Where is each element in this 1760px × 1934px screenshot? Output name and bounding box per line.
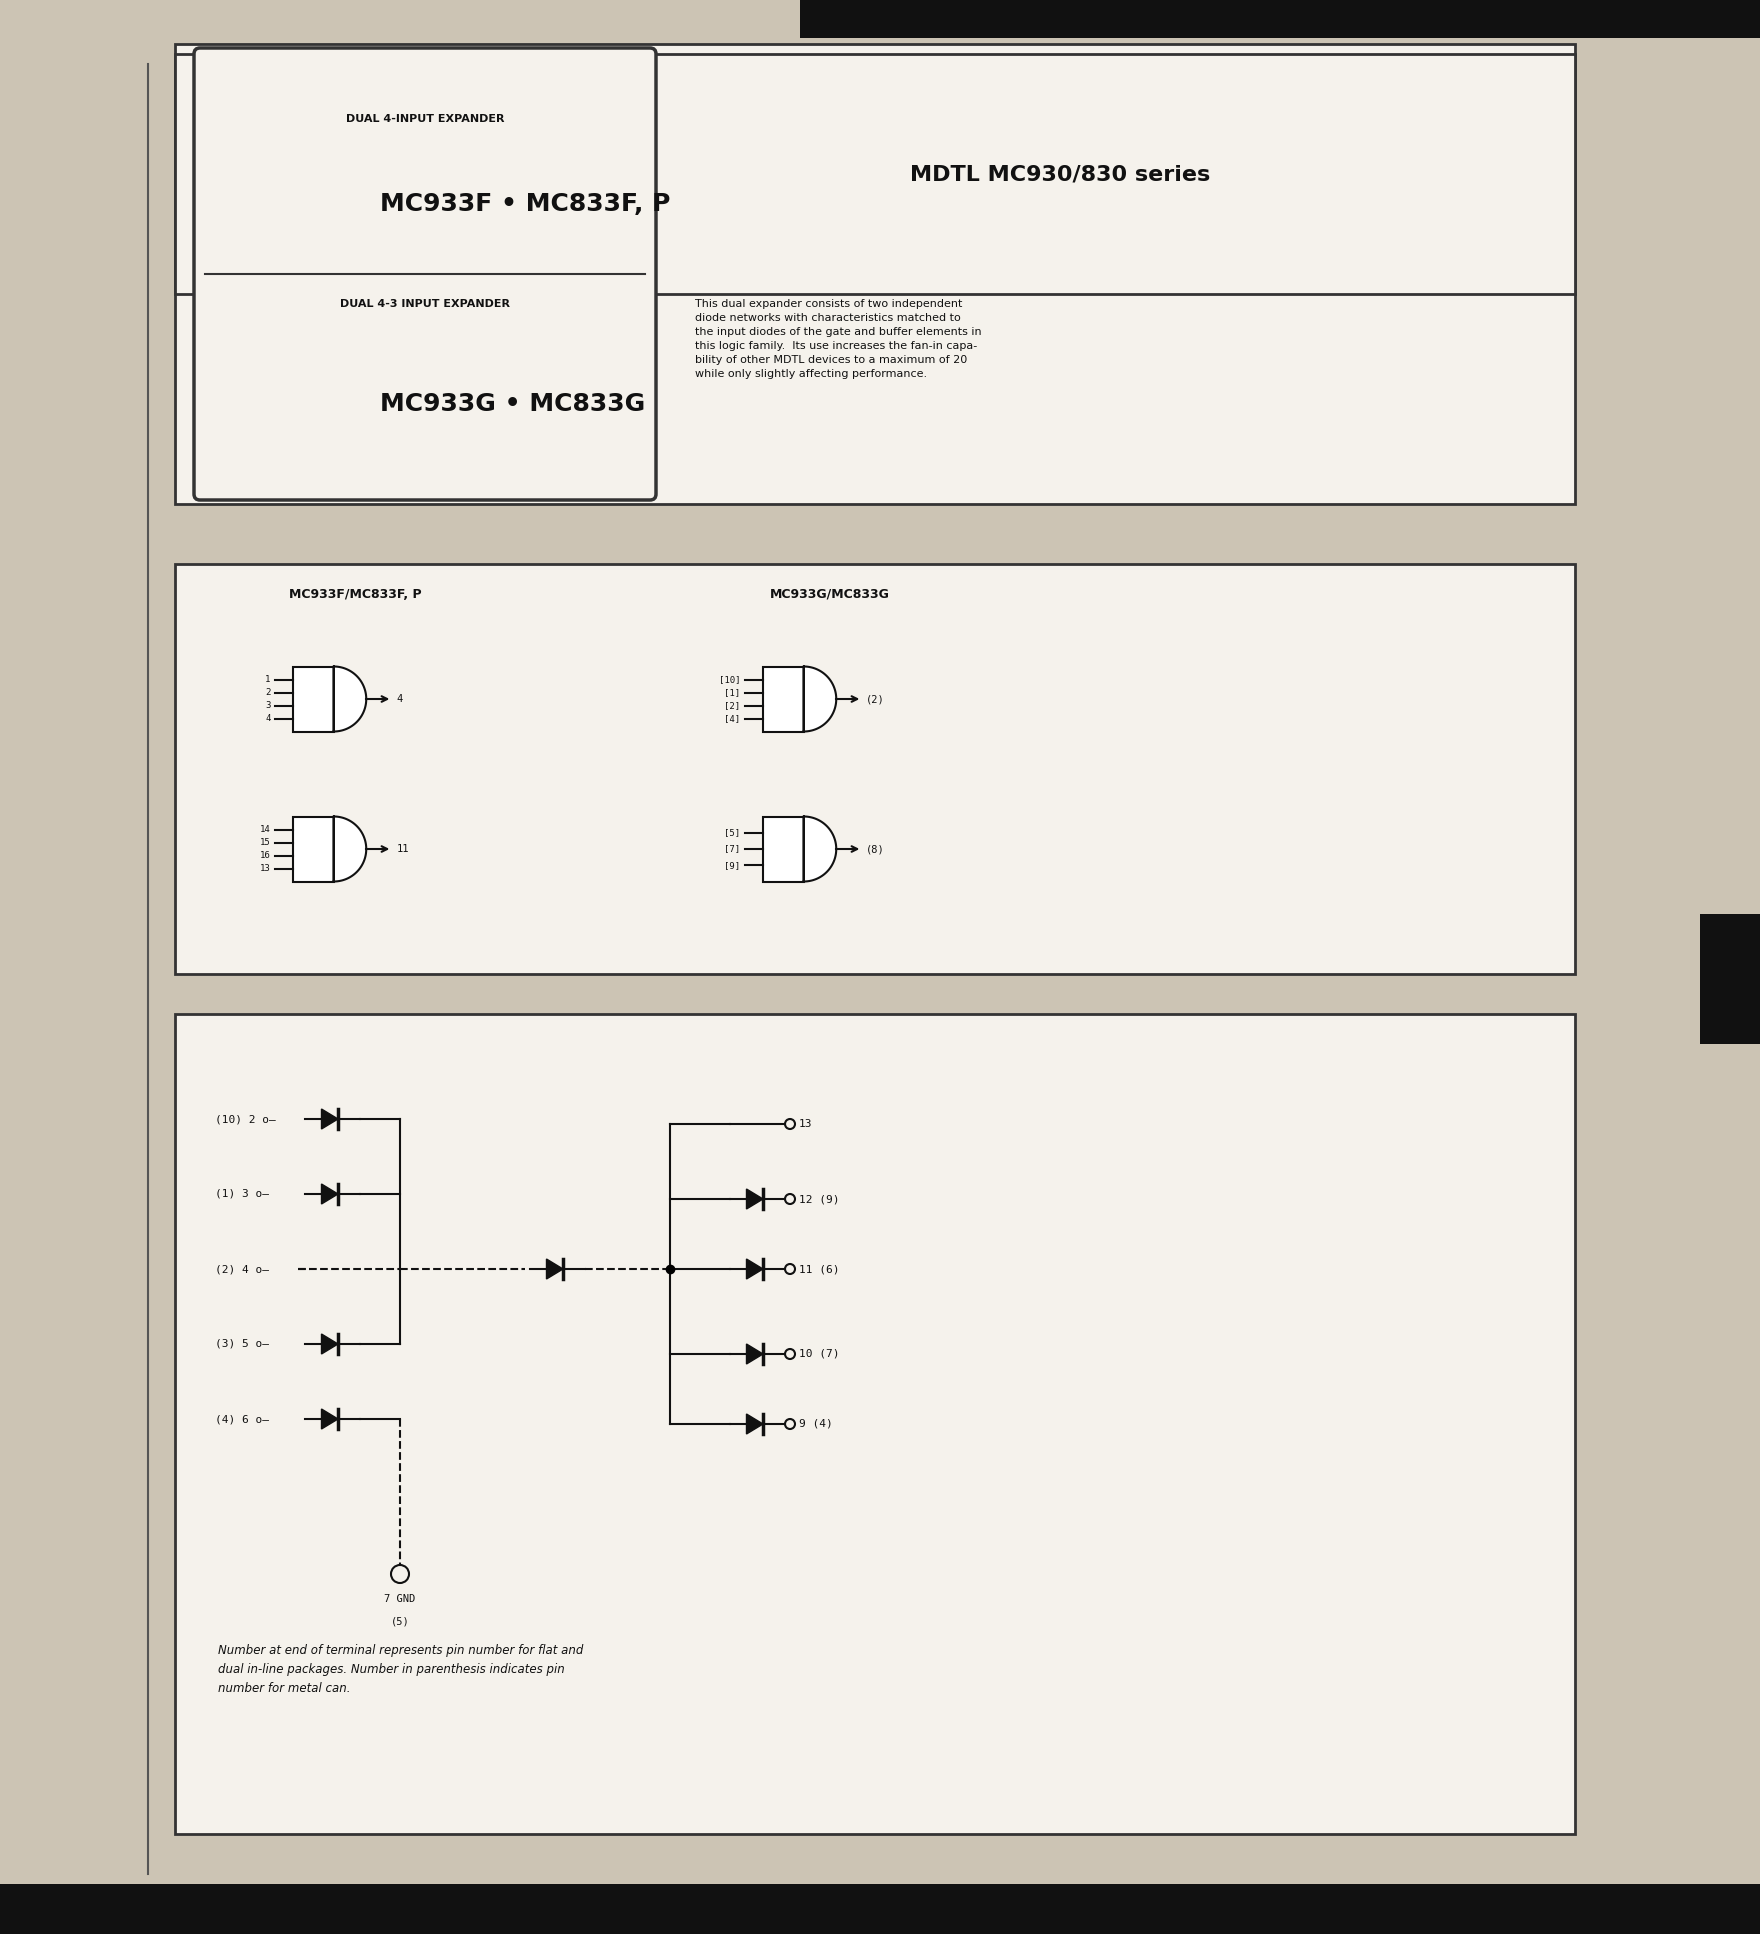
Text: 11 (6): 11 (6) xyxy=(799,1265,840,1275)
Polygon shape xyxy=(322,1108,338,1129)
Bar xyxy=(0,1884,1760,1934)
FancyBboxPatch shape xyxy=(194,48,656,501)
Text: MC933G/MC833G: MC933G/MC833G xyxy=(771,588,891,600)
Text: 11: 11 xyxy=(396,843,408,855)
Bar xyxy=(292,816,334,882)
Text: 9 (4): 9 (4) xyxy=(799,1420,832,1429)
Text: 4: 4 xyxy=(396,694,403,704)
Bar xyxy=(174,1013,1575,1833)
Text: 1: 1 xyxy=(266,675,271,685)
Text: MDTL MC930/830 series: MDTL MC930/830 series xyxy=(910,164,1211,184)
Polygon shape xyxy=(804,816,836,882)
Text: [1]: [1] xyxy=(725,689,741,696)
Bar xyxy=(801,0,1760,39)
Bar xyxy=(174,44,1575,505)
Text: MC933F • MC833F, P: MC933F • MC833F, P xyxy=(380,191,671,217)
Bar xyxy=(174,565,1575,975)
Text: [10]: [10] xyxy=(720,675,741,685)
Polygon shape xyxy=(334,667,366,731)
Text: [5]: [5] xyxy=(725,828,741,837)
Text: (8): (8) xyxy=(866,843,885,855)
Text: 4: 4 xyxy=(266,714,271,723)
Text: (10) 2 o—: (10) 2 o— xyxy=(215,1114,276,1124)
Text: MC933F/MC833F, P: MC933F/MC833F, P xyxy=(289,588,421,600)
Text: (3) 5 o—: (3) 5 o— xyxy=(215,1338,269,1350)
Text: DUAL 4-INPUT EXPANDER: DUAL 4-INPUT EXPANDER xyxy=(345,114,505,124)
Polygon shape xyxy=(746,1344,764,1363)
Text: [2]: [2] xyxy=(725,700,741,710)
Text: (1) 3 o—: (1) 3 o— xyxy=(215,1189,269,1199)
Text: [9]: [9] xyxy=(725,861,741,870)
Text: 15: 15 xyxy=(260,837,271,847)
Text: [7]: [7] xyxy=(725,845,741,853)
Polygon shape xyxy=(322,1410,338,1429)
Text: 10 (7): 10 (7) xyxy=(799,1350,840,1360)
Polygon shape xyxy=(334,816,366,882)
Text: DUAL 4-3 INPUT EXPANDER: DUAL 4-3 INPUT EXPANDER xyxy=(340,300,510,309)
Text: 2: 2 xyxy=(266,689,271,696)
Text: 14: 14 xyxy=(260,826,271,834)
Text: This dual expander consists of two independent
diode networks with characteristi: This dual expander consists of two indep… xyxy=(695,300,982,379)
Bar xyxy=(1700,915,1760,1044)
Polygon shape xyxy=(547,1259,563,1278)
Polygon shape xyxy=(804,667,836,731)
Text: (5): (5) xyxy=(391,1617,410,1626)
Polygon shape xyxy=(746,1414,764,1433)
Text: 12 (9): 12 (9) xyxy=(799,1193,840,1205)
Bar xyxy=(292,667,334,731)
Text: Number at end of terminal represents pin number for flat and
dual in-line packag: Number at end of terminal represents pin… xyxy=(218,1644,583,1694)
Text: (2) 4 o—: (2) 4 o— xyxy=(215,1265,269,1275)
Polygon shape xyxy=(322,1334,338,1354)
Text: 16: 16 xyxy=(260,851,271,861)
Polygon shape xyxy=(746,1189,764,1209)
Bar xyxy=(174,54,1575,294)
Text: MC933G • MC833G: MC933G • MC833G xyxy=(380,393,646,416)
Polygon shape xyxy=(322,1184,338,1205)
Text: [4]: [4] xyxy=(725,714,741,723)
Polygon shape xyxy=(746,1259,764,1278)
Text: (4) 6 o—: (4) 6 o— xyxy=(215,1414,269,1423)
Text: 7 GND: 7 GND xyxy=(384,1594,415,1603)
Bar xyxy=(762,667,804,731)
Bar xyxy=(762,816,804,882)
Text: 3: 3 xyxy=(266,700,271,710)
Text: (2): (2) xyxy=(866,694,885,704)
Text: 13: 13 xyxy=(799,1120,813,1129)
Text: 13: 13 xyxy=(260,864,271,872)
